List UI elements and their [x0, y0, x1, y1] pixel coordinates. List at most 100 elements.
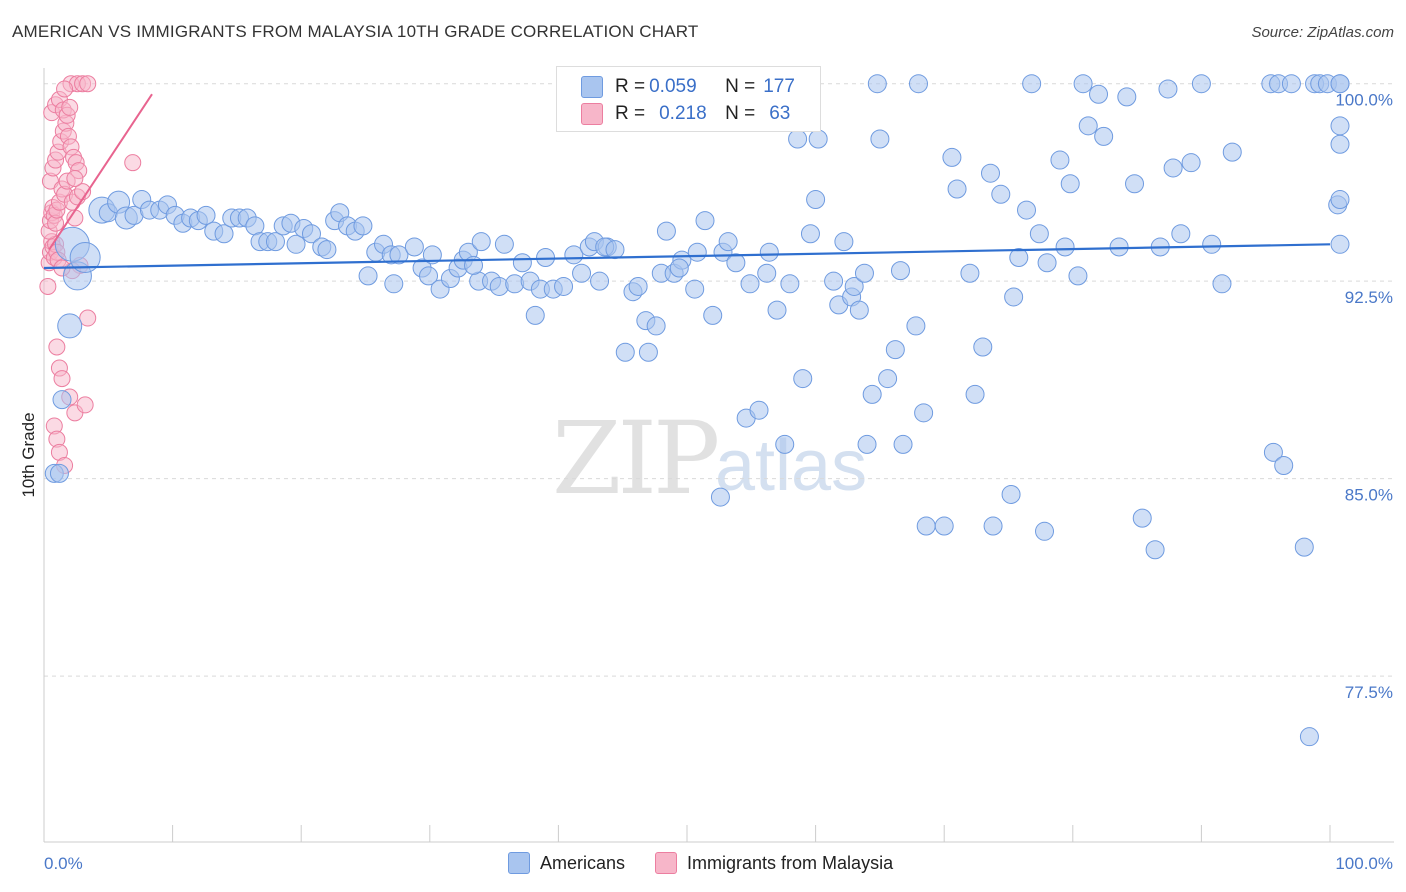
americans-point — [214, 224, 234, 244]
americans-point — [317, 240, 337, 260]
stats-legend: R = 0.059 N = 177 R = 0.218 N = 63 — [556, 66, 821, 132]
americans-point — [554, 276, 574, 296]
americans-point — [870, 129, 890, 149]
americans-point — [389, 245, 409, 265]
malaysia-point — [79, 309, 97, 327]
americans-point — [1330, 134, 1350, 154]
americans-legend-label: Americans — [540, 852, 626, 873]
r-label: R = — [615, 103, 646, 124]
americans-point — [1009, 247, 1029, 267]
americans-point — [384, 274, 404, 294]
americans-point — [991, 184, 1011, 204]
y-tick-label: 92.5% — [1345, 288, 1393, 307]
americans-point — [1037, 253, 1057, 273]
americans-point — [628, 276, 648, 296]
americans-point — [1171, 224, 1191, 244]
americans-point — [1017, 200, 1037, 220]
americans-point — [1078, 116, 1098, 136]
americans-point — [800, 224, 820, 244]
americans-point — [965, 384, 985, 404]
americans-point — [916, 516, 936, 536]
americans-point — [1145, 540, 1165, 560]
americans-point — [793, 369, 813, 389]
americans-point — [301, 224, 321, 244]
americans-point — [1330, 234, 1350, 254]
y-axis-title: 10th Grade — [19, 412, 38, 497]
americans-point — [849, 300, 869, 320]
americans-point — [1035, 521, 1055, 541]
americans-point — [854, 263, 874, 283]
americans-point — [775, 434, 795, 454]
americans-point — [1089, 84, 1109, 104]
americans-point — [615, 342, 635, 362]
americans-point — [646, 316, 666, 336]
malaysia-point — [124, 154, 142, 172]
americans-point — [1330, 74, 1350, 94]
r-label: R = — [615, 76, 646, 97]
americans-point — [572, 263, 592, 283]
x-tick-label-min: 0.0% — [44, 854, 83, 873]
americans-point — [1281, 74, 1301, 94]
americans-point — [1330, 190, 1350, 210]
americans-point — [656, 221, 676, 241]
americans-point — [906, 316, 926, 336]
americans-point — [1109, 237, 1129, 257]
americans-points — [44, 74, 1350, 747]
americans-point — [857, 434, 877, 454]
americans-point — [286, 234, 306, 254]
americans-point — [1191, 74, 1211, 94]
americans-point — [767, 300, 787, 320]
americans-point — [1299, 727, 1319, 747]
americans-point — [1158, 79, 1178, 99]
americans-point — [1202, 234, 1222, 254]
americans-point — [749, 400, 769, 420]
americans-point — [265, 232, 285, 252]
y-tick-label: 77.5% — [1345, 683, 1393, 702]
americans-point — [1330, 116, 1350, 136]
americans-point — [471, 232, 491, 252]
malaysia-point — [48, 338, 66, 356]
malaysia-point — [66, 169, 84, 187]
americans-point — [718, 232, 738, 252]
americans-point — [878, 369, 898, 389]
gridlines — [44, 83, 1394, 677]
americans-point — [489, 276, 509, 296]
americans-trend-line — [43, 243, 1331, 270]
americans-point — [867, 74, 887, 94]
americans-point — [69, 241, 101, 273]
americans-point — [196, 205, 216, 225]
americans-point — [703, 305, 723, 325]
americans-point — [605, 240, 625, 260]
n-label: N = — [725, 103, 756, 124]
americans-point — [1055, 237, 1075, 257]
americans-point — [934, 516, 954, 536]
americans-point — [1022, 74, 1042, 94]
axes — [43, 68, 1394, 843]
malaysia-point — [39, 277, 57, 295]
americans-point — [710, 487, 730, 507]
americans-point — [1073, 74, 1093, 94]
malaysia-swatch — [581, 103, 603, 125]
y-tick-label: 85.0% — [1345, 486, 1393, 505]
malaysia-legend-swatch — [655, 852, 678, 874]
americans-point — [780, 274, 800, 294]
americans-point — [1029, 224, 1049, 244]
americans-point — [1163, 158, 1183, 178]
americans-point — [1060, 174, 1080, 194]
americans-point — [1132, 508, 1152, 528]
americans-point — [914, 403, 934, 423]
americans-point — [1274, 455, 1294, 475]
americans-point — [824, 271, 844, 291]
americans-point — [512, 253, 532, 273]
americans-point — [590, 271, 610, 291]
r-value-malaysia: 0.218 — [659, 103, 707, 124]
americans-point — [422, 245, 442, 265]
x-tick-label-max: 100.0% — [1335, 854, 1393, 873]
source-note: Source: ZipAtlas.com — [1251, 24, 1394, 41]
americans-point — [893, 434, 913, 454]
americans-point — [1263, 442, 1283, 462]
americans-point — [353, 216, 373, 236]
malaysia-point — [61, 98, 79, 116]
series-legend: Americans Immigrants from Malaysia — [508, 852, 893, 874]
americans-point — [1050, 150, 1070, 170]
